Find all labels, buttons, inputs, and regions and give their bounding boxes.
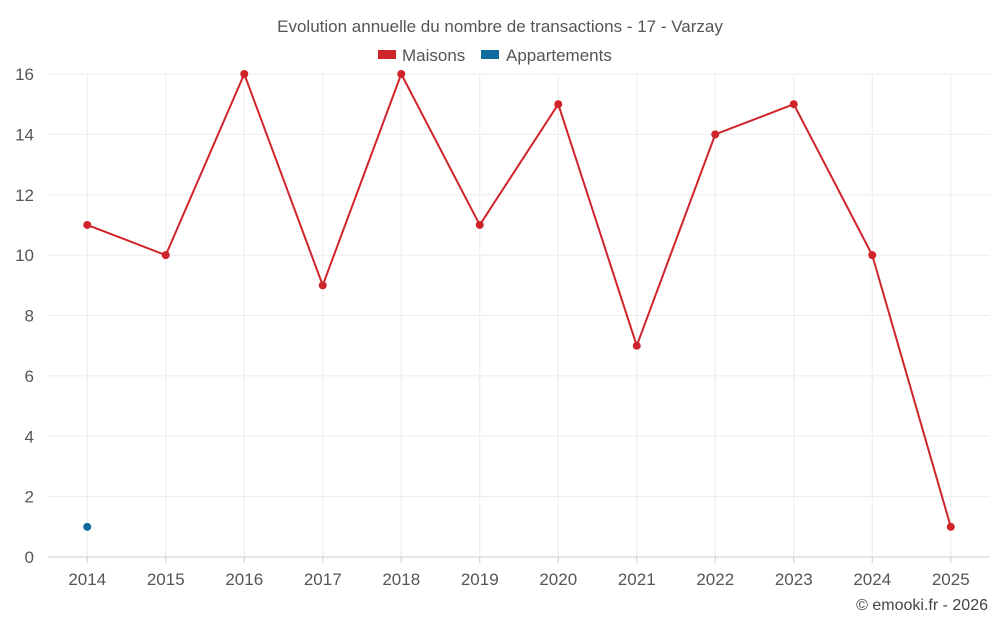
y-axis-ticks: 0 2 4 6 8 10 12 14 16 <box>15 65 34 567</box>
data-point-maisons-2022[interactable] <box>711 130 720 139</box>
grid <box>48 73 990 563</box>
y-tick-label: 0 <box>25 548 34 567</box>
data-point-maisons-2020[interactable] <box>554 100 563 109</box>
x-axis-ticks: 2014 2015 2016 2017 2018 2019 2020 2021 2022 2023… <box>68 570 969 589</box>
y-tick-label: 4 <box>25 427 34 446</box>
credit-text: © emooki.fr - 2026 <box>856 597 988 614</box>
y-tick-label: 2 <box>25 488 34 507</box>
data-point-maisons-2014[interactable] <box>83 220 92 229</box>
legend-item-maisons[interactable]: Maisons <box>378 46 465 65</box>
x-tick-label: 2014 <box>68 570 106 589</box>
x-tick-label: 2024 <box>853 570 891 589</box>
series-line-maisons <box>86 73 952 528</box>
x-tick-label: 2020 <box>539 570 577 589</box>
data-point-maisons-2023[interactable] <box>789 100 798 109</box>
legend: Maisons Appartements <box>378 46 612 65</box>
x-tick-label: 2017 <box>304 570 342 589</box>
legend-label-maisons: Maisons <box>402 46 465 65</box>
x-tick-label: 2025 <box>932 570 970 589</box>
x-tick-label: 2016 <box>225 570 263 589</box>
x-tick-label: 2022 <box>696 570 734 589</box>
chart-title: Evolution annuelle du nombre de transact… <box>277 17 723 36</box>
data-point-maisons-2017[interactable] <box>318 281 327 290</box>
y-tick-label: 8 <box>25 307 34 326</box>
y-tick-label: 6 <box>25 367 34 386</box>
legend-swatch-maisons <box>378 50 396 59</box>
legend-swatch-appartements <box>481 50 499 59</box>
x-tick-label: 2023 <box>775 570 813 589</box>
legend-item-appartements[interactable]: Appartements <box>481 46 612 65</box>
data-point-maisons-2021[interactable] <box>632 341 641 350</box>
data-point-maisons-2019[interactable] <box>475 220 484 229</box>
data-point-maisons-2024[interactable] <box>868 251 877 260</box>
data-point-maisons-2015[interactable] <box>161 251 170 260</box>
series <box>83 70 955 531</box>
data-point-appartements-2014[interactable] <box>83 522 92 531</box>
y-tick-label: 14 <box>15 125 34 144</box>
x-tick-label: 2021 <box>618 570 656 589</box>
y-tick-label: 16 <box>15 65 34 84</box>
x-tick-label: 2015 <box>147 570 185 589</box>
data-point-maisons-2025[interactable] <box>946 522 955 531</box>
x-tick-label: 2019 <box>461 570 499 589</box>
y-tick-label: 12 <box>15 186 34 205</box>
y-tick-label: 10 <box>15 246 34 265</box>
data-point-maisons-2018[interactable] <box>397 70 406 78</box>
data-point-maisons-2016[interactable] <box>240 70 249 78</box>
x-tick-label: 2018 <box>382 570 420 589</box>
legend-label-appartements: Appartements <box>506 46 612 65</box>
